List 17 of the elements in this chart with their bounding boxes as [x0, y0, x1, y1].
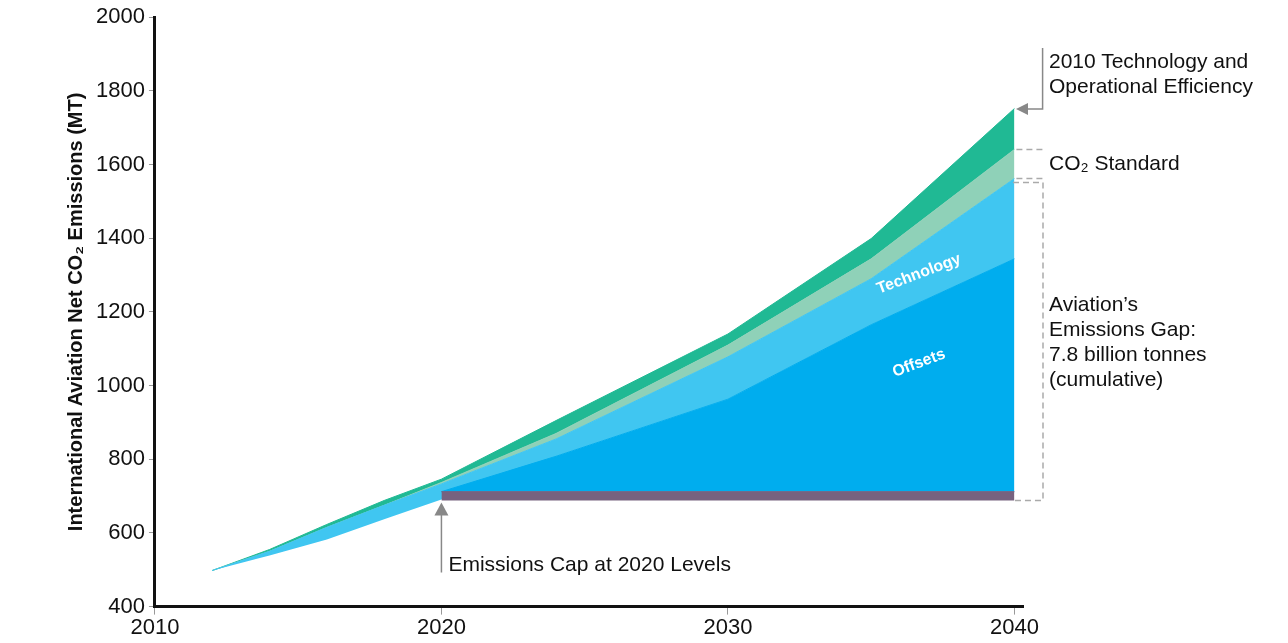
y-tick-label: 1000	[95, 371, 145, 397]
series-label: 2010 Technology and Operational Efficiency	[1049, 48, 1254, 97]
y-tick-label: 600	[108, 518, 145, 544]
y-tick-label: 1600	[95, 150, 145, 176]
x-tick-label: 2020	[416, 613, 466, 639]
annotation: Emissions Cap at 2020 Levels	[448, 551, 731, 575]
y-tick-label: 1800	[95, 76, 145, 102]
y-tick-label: 1200	[95, 297, 145, 323]
x-tick-label: 2030	[703, 613, 753, 639]
y-tick-label: 1400	[95, 224, 145, 250]
y-tick-label: 2000	[95, 3, 145, 29]
y-tick-label: 800	[108, 445, 145, 471]
text: Offsets	[889, 344, 948, 380]
y-axis-title: International Aviation Net CO₂ Emissions (MT)	[63, 92, 86, 532]
x-tick-label: 2040	[989, 613, 1039, 639]
series-label: CO₂ Standard	[1049, 150, 1180, 174]
text: Aviation’s Emissions Gap: 7.8 billion tonnes (cumulative)	[1049, 291, 1207, 390]
